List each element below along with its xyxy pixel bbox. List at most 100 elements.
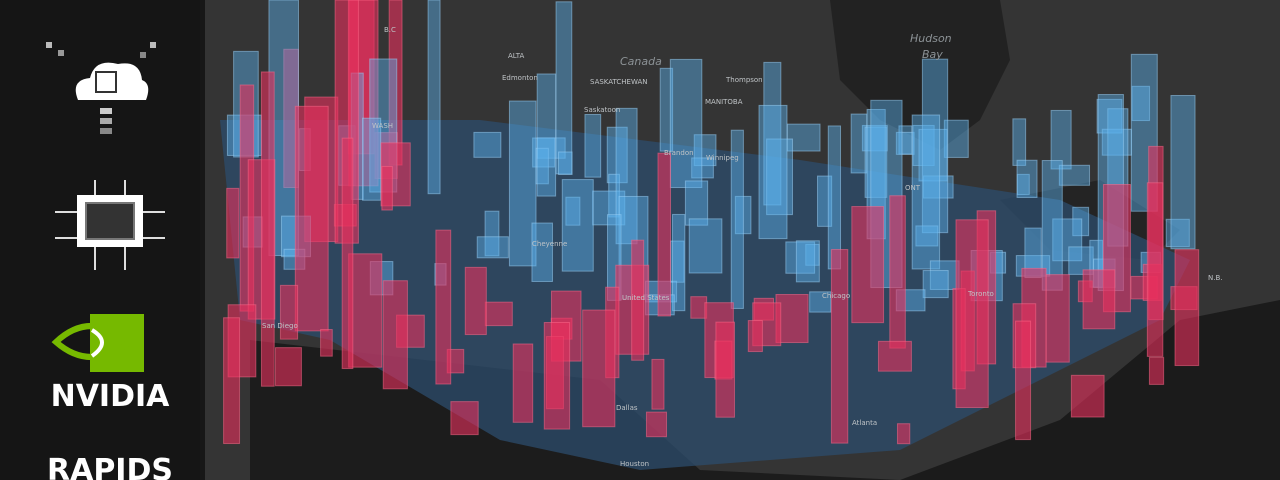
extruded-bar <box>531 222 553 282</box>
extruded-bar <box>279 284 299 340</box>
extruded-bar <box>320 329 333 357</box>
map-label: Edmonton <box>502 74 538 82</box>
extruded-bar <box>427 0 441 195</box>
extruded-bar <box>809 291 832 313</box>
cloud-chip-icon <box>46 42 156 134</box>
map-label: Bay <box>922 48 943 61</box>
map-label: Houston <box>620 460 649 468</box>
extruded-bar <box>382 280 408 390</box>
map-label: Chicago <box>822 292 850 300</box>
extruded-bar <box>1045 274 1070 363</box>
extruded-bar <box>896 423 911 445</box>
extruded-bar <box>1170 94 1196 250</box>
extruded-bar <box>730 129 744 309</box>
extruded-bar <box>669 58 703 189</box>
extruded-bar <box>348 253 383 368</box>
extruded-bar <box>435 229 452 385</box>
map-labels: Canada Hudson Bay ALTA Edmonton SASKATCH… <box>262 26 1223 468</box>
map-label: B.C <box>384 26 396 34</box>
extruded-bar <box>851 206 885 324</box>
extruded-bar <box>1072 206 1090 237</box>
extruded-bar <box>645 411 668 438</box>
extruded-bar <box>955 219 989 409</box>
extruded-bar <box>476 236 509 259</box>
map-label: Dallas <box>616 404 638 412</box>
extruded-bar <box>484 301 513 327</box>
nvidia-logo <box>51 314 144 372</box>
map-label: ONT <box>905 184 921 192</box>
map-label: United States <box>622 294 670 302</box>
hudson-bay <box>830 0 1010 150</box>
extruded-bar <box>1131 85 1151 122</box>
map-label: Thompson <box>725 76 763 84</box>
extruded-bar <box>715 321 735 418</box>
extruded-bar <box>758 104 788 240</box>
product-text: RAPIDS <box>47 453 173 480</box>
extruded-bar <box>473 131 502 158</box>
extruded-bar <box>943 119 969 158</box>
extruded-bar <box>1146 182 1164 357</box>
extruded-bar <box>558 151 573 176</box>
extruded-bar <box>651 358 665 410</box>
extruded-bar <box>690 296 708 319</box>
extruded-bar <box>1012 118 1027 166</box>
extruded-bar <box>543 322 571 430</box>
extruded-bar <box>362 117 382 201</box>
map-label: Canada <box>620 55 662 68</box>
extruded-bar <box>922 270 949 299</box>
extruded-bar <box>877 340 912 372</box>
bars <box>223 0 1200 445</box>
extruded-bar <box>536 73 557 197</box>
map-label: Hudson <box>910 32 952 45</box>
extruded-bar <box>1058 164 1091 186</box>
extruded-bar <box>766 138 793 216</box>
extruded-bar <box>827 125 842 270</box>
extruded-bar <box>672 213 686 312</box>
extruded-bar <box>274 347 302 387</box>
extruded-bar <box>1015 320 1032 441</box>
extruded-bar <box>850 113 868 174</box>
map-label: MANITOBA <box>705 98 743 106</box>
extruded-bar <box>1148 356 1165 385</box>
extruded-bar <box>1174 249 1200 367</box>
extruded-bar <box>484 210 500 257</box>
extruded-bar <box>923 175 954 199</box>
extruded-bar <box>608 173 620 218</box>
extruded-bar <box>895 131 915 155</box>
extruded-bar <box>911 114 941 270</box>
map-label: Cheyenne <box>532 240 567 248</box>
extruded-bar <box>688 218 723 274</box>
extruded-bar <box>915 225 939 247</box>
extruded-bar <box>763 61 782 206</box>
extruded-bar <box>260 71 275 387</box>
extruded-bar <box>684 180 709 226</box>
map-label: N.B. <box>1208 274 1223 282</box>
extruded-bar <box>1052 218 1083 262</box>
extruded-bar <box>1165 218 1190 248</box>
extruded-bar <box>1096 98 1123 134</box>
extruded-bar <box>747 320 763 353</box>
map-label: Toronto <box>967 290 994 298</box>
map-label: San Diego <box>262 322 298 330</box>
extruded-bar <box>785 241 816 274</box>
extruded-bar <box>1070 374 1105 418</box>
extruded-bar <box>450 401 479 436</box>
extruded-bar <box>775 293 809 344</box>
extruded-bar <box>929 260 960 290</box>
map-label: Brandon <box>664 149 694 157</box>
extruded-bar <box>464 266 487 336</box>
extruded-bar <box>1050 109 1072 170</box>
map-label: Atlanta <box>852 419 877 427</box>
extruded-bar <box>918 128 948 182</box>
extruded-bar <box>606 126 628 184</box>
extruded-bar <box>659 67 674 152</box>
extruded-bar <box>226 187 240 259</box>
extruded-bar <box>657 152 671 317</box>
extruded-bar <box>532 137 556 168</box>
extruded-bar <box>582 309 616 428</box>
extruded-bar <box>1082 269 1116 330</box>
extruded-bar <box>512 343 534 423</box>
map-label: Winnipeg <box>706 154 739 162</box>
chip-icon <box>55 180 165 270</box>
map-label: SASKATCHEWAN <box>590 78 648 86</box>
